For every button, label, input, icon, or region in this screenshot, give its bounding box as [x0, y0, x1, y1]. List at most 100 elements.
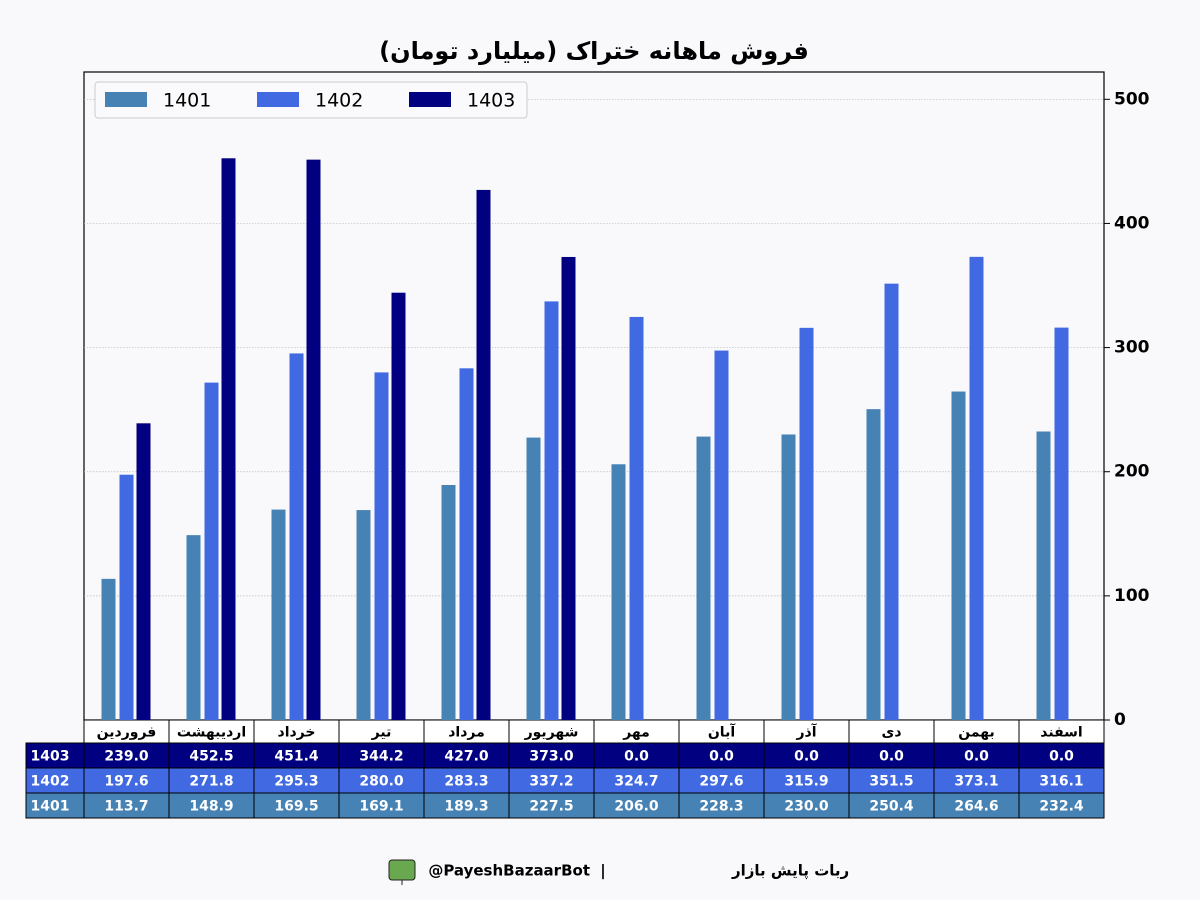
- value-label: 344.2: [359, 749, 403, 765]
- table-cell: [338, 767, 425, 794]
- bar: [969, 256, 984, 720]
- table-cell: [253, 742, 340, 769]
- legend-swatch: [257, 92, 299, 107]
- x-tick-label: شهریور: [524, 725, 579, 741]
- table-cell: [83, 792, 170, 819]
- value-label: 373.1: [954, 774, 998, 790]
- bar: [611, 464, 626, 720]
- table-cell: [763, 767, 850, 794]
- bar: [544, 301, 559, 720]
- y-tick-label: 0: [1114, 710, 1126, 730]
- x-tick-label: خرداد: [278, 725, 316, 741]
- x-tick-label: آبان: [708, 723, 736, 741]
- value-label: 295.3: [274, 774, 318, 790]
- bar: [119, 474, 134, 720]
- value-label: 0.0: [709, 749, 734, 765]
- bar: [101, 578, 116, 720]
- bar: [951, 391, 966, 720]
- value-label: 113.7: [104, 799, 148, 815]
- bar: [799, 327, 814, 720]
- footer-handle: @PayeshBazaarBot: [428, 862, 590, 880]
- value-label: 271.8: [189, 774, 233, 790]
- legend-swatch: [105, 92, 147, 107]
- table-cell: [933, 767, 1020, 794]
- table-cell: [423, 767, 510, 794]
- table-cell: [83, 742, 170, 769]
- bar: [204, 382, 219, 720]
- value-label: 227.5: [529, 799, 573, 815]
- value-label: 0.0: [794, 749, 819, 765]
- x-tick-label: مرداد: [448, 725, 485, 741]
- bar: [714, 350, 729, 720]
- bar: [884, 283, 899, 720]
- table-cell: [168, 767, 255, 794]
- x-tick-label: آذر: [795, 723, 817, 741]
- table-cell: [508, 767, 595, 794]
- bar: [1036, 431, 1051, 720]
- row-header-cell: [25, 767, 85, 794]
- table-cell: [678, 742, 765, 769]
- x-tick-label: اسفند: [1040, 725, 1082, 741]
- value-label: 0.0: [624, 749, 649, 765]
- footer-icon: [388, 859, 416, 881]
- footer: ربات پایش بازار | @PayeshBazaarBot: [388, 859, 849, 885]
- value-label: 197.6: [104, 774, 148, 790]
- value-label: 451.4: [274, 749, 319, 765]
- value-label: 283.3: [444, 774, 488, 790]
- bar: [459, 368, 474, 720]
- bar: [561, 256, 576, 720]
- legend-label: 1402: [315, 90, 363, 112]
- bar: [526, 437, 541, 720]
- footer-separator: |: [600, 862, 605, 881]
- value-label: 373.0: [529, 749, 574, 765]
- value-label: 169.5: [274, 799, 318, 815]
- y-tick-label: 300: [1114, 338, 1150, 358]
- table-cell: [848, 742, 935, 769]
- value-label: 337.2: [529, 774, 573, 790]
- value-label: 250.4: [869, 799, 914, 815]
- value-label: 280.0: [359, 774, 404, 790]
- bar: [629, 316, 644, 720]
- x-tick-label: اردیبهشت: [177, 725, 246, 741]
- value-label: 0.0: [879, 749, 904, 765]
- value-label: 189.3: [444, 799, 488, 815]
- value-label: 169.1: [359, 799, 403, 815]
- value-label: 351.5: [869, 774, 913, 790]
- chart-title: فروش ماهانه ختراک (میلیارد تومان): [379, 37, 809, 65]
- table-cell: [1018, 792, 1105, 819]
- x-tick-label: مهر: [622, 725, 650, 741]
- value-label: 228.3: [699, 799, 743, 815]
- y-tick-label: 100: [1114, 586, 1150, 606]
- x-tick-label: فروردین: [97, 725, 157, 741]
- bar: [136, 423, 151, 720]
- table-cell: [933, 742, 1020, 769]
- y-tick-label: 500: [1114, 89, 1150, 109]
- row-header: 1401: [31, 799, 70, 815]
- legend-box: [94, 81, 528, 119]
- bar: [289, 353, 304, 720]
- value-label: 230.0: [784, 799, 829, 815]
- x-tick-label: تیر: [371, 725, 392, 741]
- x-tick-label: دی: [881, 725, 901, 741]
- row-header-cell: [25, 792, 85, 819]
- value-label: 232.4: [1039, 799, 1084, 815]
- bar: [271, 509, 286, 720]
- bar: [356, 510, 371, 720]
- table-cell: [253, 767, 340, 794]
- bar: [391, 292, 406, 720]
- legend-label: 1401: [163, 90, 211, 112]
- bar: [306, 159, 321, 721]
- bar: [476, 189, 491, 720]
- value-label: 239.0: [104, 749, 149, 765]
- bar: [781, 434, 796, 720]
- bar: [1054, 327, 1069, 720]
- y-tick-label: 200: [1114, 462, 1150, 482]
- value-label: 0.0: [1049, 749, 1074, 765]
- bar: [441, 485, 456, 720]
- legend-swatch: [409, 92, 451, 107]
- value-label: 315.9: [784, 774, 828, 790]
- legend-label: 1403: [467, 90, 515, 112]
- table-cell: [508, 742, 595, 769]
- table-cell: [168, 742, 255, 769]
- table-cell: [1018, 767, 1105, 794]
